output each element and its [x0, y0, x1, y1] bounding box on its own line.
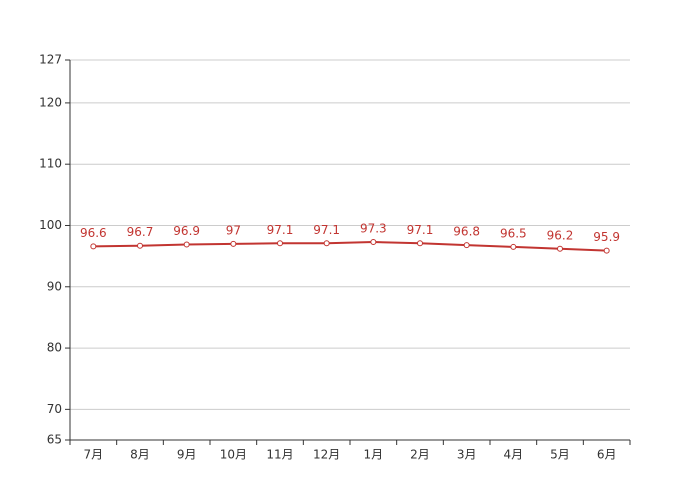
x-tick-label: 2月 — [410, 448, 430, 462]
y-tick-label: 80 — [47, 341, 62, 355]
y-tick-label: 127 — [39, 53, 62, 67]
point — [230, 240, 237, 247]
point — [183, 241, 190, 248]
data-label: 96.8 — [453, 225, 480, 239]
x-tick-label: 11月 — [266, 448, 293, 462]
line — [93, 241, 607, 252]
y-tick-label: 110 — [39, 157, 62, 171]
point — [137, 242, 143, 249]
y-tick-label: 100 — [39, 218, 62, 232]
data-label: 95.9 — [593, 230, 620, 244]
x-tick-label: 1月 — [364, 448, 384, 462]
x-tick-label: 4月 — [504, 448, 524, 462]
y-tick-label: 65 — [47, 433, 62, 447]
point — [417, 240, 423, 247]
x-tick-label: 9月 — [177, 448, 197, 462]
x-tick-label: 6月 — [597, 448, 617, 462]
point — [323, 240, 330, 247]
data-label: 96.9 — [173, 224, 200, 238]
data-label: 97.1 — [267, 223, 294, 237]
data-label: 96.7 — [127, 225, 154, 239]
data-label: 97.1 — [313, 223, 340, 237]
point — [603, 247, 610, 254]
point — [557, 245, 563, 252]
data-label: 96.5 — [500, 226, 527, 240]
y-tick-label: 120 — [39, 95, 62, 109]
point — [463, 242, 470, 249]
data-label: 97.1 — [407, 223, 434, 237]
x-tick-label: 5月 — [550, 448, 570, 462]
x-tick-label: 10月 — [220, 448, 247, 462]
point — [370, 239, 377, 246]
x-tick-label: 7月 — [84, 448, 104, 462]
data-label: 96.6 — [80, 226, 107, 240]
data-label: 97.3 — [360, 222, 387, 236]
y-tick-label: 70 — [47, 402, 62, 416]
x-tick-label: 12月 — [313, 448, 340, 462]
x-tick-label: 3月 — [457, 448, 477, 462]
data-label: 97 — [226, 223, 241, 237]
point — [510, 243, 517, 250]
point — [277, 240, 283, 247]
x-tick-label: 8月 — [130, 448, 150, 462]
y-tick-label: 90 — [47, 279, 62, 293]
data-label: 96.2 — [547, 228, 574, 242]
point — [90, 243, 97, 250]
